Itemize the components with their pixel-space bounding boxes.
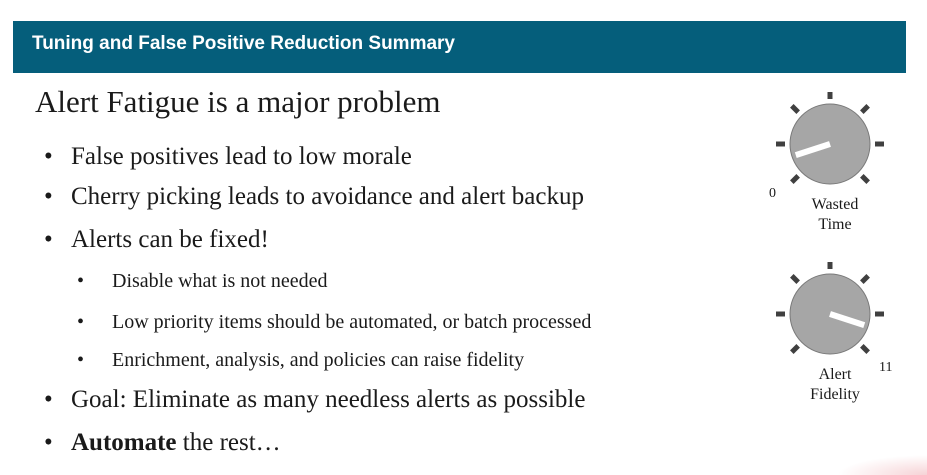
- dial-tick: [860, 174, 870, 184]
- dial-tick: [860, 104, 870, 114]
- knob-pointer: [794, 141, 831, 158]
- bullet-glyph: •: [77, 270, 85, 292]
- slide-heading: Alert Fatigue is a major problem: [35, 84, 441, 119]
- dial-knob-icon: [776, 262, 884, 355]
- dial-ticks: [776, 262, 884, 354]
- bullet-text: Alerts can be fixed!: [71, 226, 269, 253]
- bullet-glyph: •: [77, 311, 85, 333]
- bullet-glyph: •: [44, 429, 53, 456]
- dial-tick: [790, 174, 800, 184]
- dial-label-line: Wasted: [811, 196, 859, 213]
- bullet-item: • False positives lead to low morale: [44, 143, 412, 171]
- bullet-item: • Goal: Eliminate as many needless alerts…: [44, 386, 586, 414]
- bullet-text: False positives lead to low morale: [71, 143, 412, 170]
- bullet-glyph: •: [44, 183, 53, 210]
- dial-ticks: [776, 92, 884, 184]
- dial-label-line: Time: [818, 216, 852, 233]
- dial-scale-max: 11: [879, 360, 893, 375]
- dial-knob-icon: [776, 92, 884, 185]
- bullet-text: the rest…: [176, 429, 281, 456]
- bullet-bold-text: Automate: [71, 429, 177, 456]
- bullet-item: • Alerts can be fixed!: [44, 226, 269, 254]
- knob-pointer: [829, 311, 866, 328]
- corner-decoration: [837, 455, 927, 475]
- bullet-glyph: •: [44, 386, 53, 413]
- dial-label-alert-fidelity: Alert Fidelity: [795, 365, 875, 405]
- bullet-glyph: •: [77, 349, 85, 371]
- dial-tick: [790, 344, 800, 354]
- slide-title: Tuning and False Positive Reduction Summ…: [32, 33, 456, 54]
- dial-tick: [860, 344, 870, 354]
- bullet-text: Enrichment, analysis, and policies can r…: [112, 349, 525, 371]
- bullet-text: Cherry picking leads to avoidance and al…: [71, 183, 585, 210]
- bullet-text: Goal: Eliminate as many needless alerts …: [71, 386, 586, 413]
- bullet-text: Low priority items should be automated, …: [112, 311, 592, 333]
- dial-tick: [790, 274, 800, 284]
- dial-scale-min: 0: [769, 186, 776, 201]
- header-bar: [13, 21, 906, 73]
- bullet-item: • Cherry picking leads to avoidance and a…: [44, 183, 585, 211]
- sub-bullet-item: • Enrichment, analysis, and policies can …: [77, 349, 525, 372]
- bullet-text: Disable what is not needed: [112, 270, 328, 292]
- dial-label-wasted-time: Wasted Time: [795, 195, 875, 235]
- dial-label-line: Alert: [818, 366, 852, 383]
- dial-tick: [790, 104, 800, 114]
- dial-tick: [860, 274, 870, 284]
- sub-bullet-item: • Low priority items should be automated,…: [77, 311, 592, 334]
- dial-label-line: Fidelity: [810, 386, 860, 403]
- bullet-glyph: •: [44, 226, 53, 253]
- bullet-glyph: •: [44, 143, 53, 170]
- sub-bullet-item: • Disable what is not needed: [77, 270, 328, 293]
- bullet-item: • Automate the rest…: [44, 429, 281, 457]
